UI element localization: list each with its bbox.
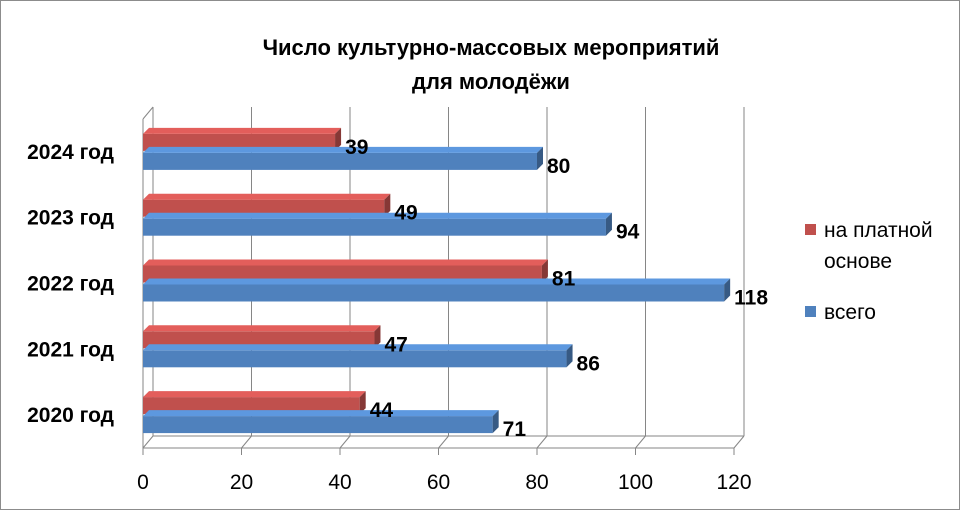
bar [143,331,375,349]
data-label: 118 [734,287,768,310]
floor-depth-line [241,435,252,449]
legend-label-paid-line-1: на платной [824,219,933,242]
bar-top-face [143,391,366,398]
data-label: 71 [503,418,527,441]
category-label: 2024 год [27,141,114,164]
bar [143,284,725,302]
chart-title-line-2: для молодёжи [412,69,570,94]
data-label: 47 [384,333,407,356]
bar-end-face [384,193,391,217]
bar-end-face [492,410,499,434]
bar-top-face [143,127,342,134]
bar-top-face [143,325,381,332]
x-tick-label: 120 [716,471,751,494]
bar [143,265,542,283]
category-label: 2023 год [27,207,114,230]
data-label: 81 [552,268,576,291]
legend-swatch-paid [805,224,816,235]
bar-end-face [359,391,366,415]
legend-label-paid-line-2: основе [824,250,892,273]
data-label: 49 [394,202,417,225]
floor-depth-line [635,435,646,449]
bar-end-face [605,212,612,236]
floor-depth-line [733,435,745,449]
category-label: 2022 год [27,273,114,296]
floor-depth-line [142,435,154,449]
bar [143,397,360,415]
bar [143,152,537,170]
bar [143,416,493,434]
bar [143,218,606,236]
grid-layer: 0 20 40 60 80 100 120 [137,106,752,494]
legend-label-total: всего [824,301,876,324]
labels-layer: 2020 год 44 71 2021 год 47 86 2022 год 81 118 202… [27,136,768,441]
chart-title-line-1: Число культурно-массовых мероприятий [263,35,720,60]
bar-end-face [541,259,548,283]
x-tick-label: 20 [230,471,253,494]
x-tick-label: 40 [328,471,351,494]
x-tick-label: 0 [137,471,149,494]
category-label: 2020 год [27,404,114,427]
floor-depth-line [438,435,449,449]
bar-top-face [143,278,731,285]
legend-swatch-total [805,306,816,317]
bar-top-face [143,410,499,417]
category-label: 2021 год [27,338,114,361]
bar-end-face [724,278,731,302]
bars-layer [143,127,731,434]
x-tick-label: 80 [525,471,548,494]
floor-depth-line [339,435,351,449]
bar [143,199,385,217]
data-label: 39 [345,136,368,159]
data-label: 86 [577,352,600,375]
bar-end-face [537,146,543,170]
bar-end-face [566,344,573,368]
bar-top-face [143,259,548,266]
bar-end-face [335,127,342,151]
bar-end-face [374,325,381,349]
data-label: 80 [547,155,570,178]
bar-top-face [143,193,391,200]
data-label: 44 [370,399,394,422]
x-tick-label: 60 [427,471,450,494]
x-tick-label: 100 [618,471,653,494]
bar-top-face [143,212,612,219]
wall-top-depth [142,106,154,120]
bar-top-face [143,344,573,351]
bar [143,133,336,151]
legend: на платной основе всего [805,219,933,324]
bar [143,350,567,368]
data-label: 94 [616,221,640,244]
bar-top-face [143,146,543,153]
floor-depth-line [536,435,548,449]
